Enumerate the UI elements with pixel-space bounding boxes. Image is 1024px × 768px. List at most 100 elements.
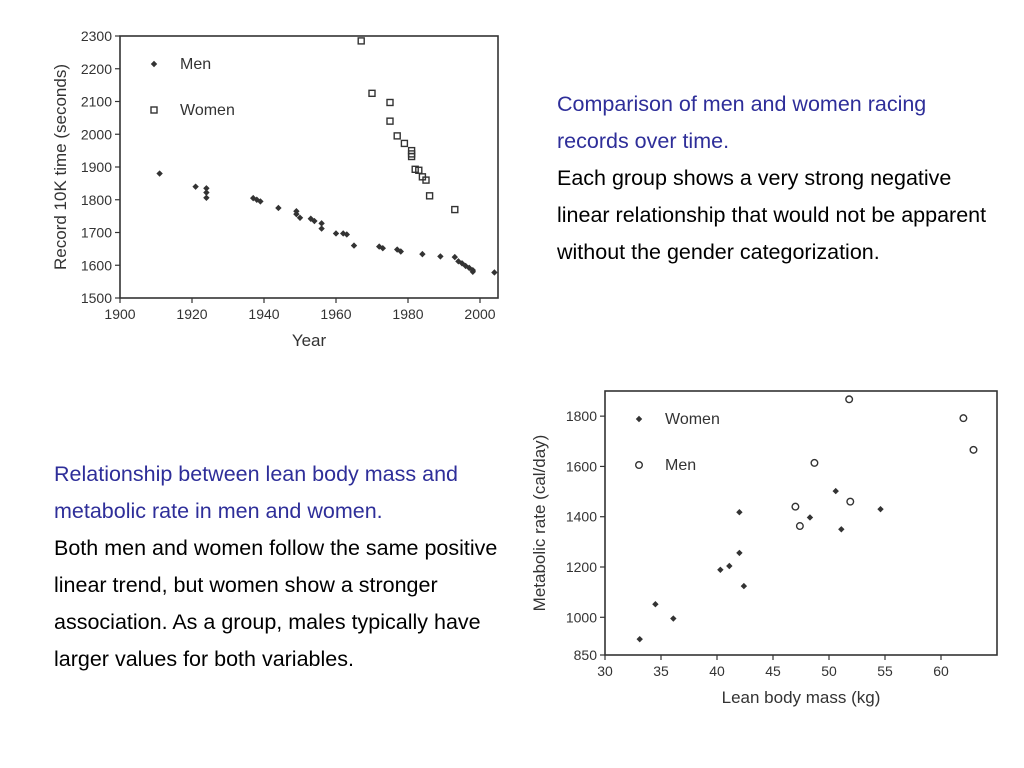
data-point [386, 117, 394, 125]
data-point [491, 269, 498, 276]
x-tick-label: 50 [821, 663, 837, 679]
data-point [846, 497, 855, 506]
data-point [422, 176, 430, 184]
y-tick-label: 2200 [81, 61, 112, 77]
x-tick-label: 35 [653, 663, 669, 679]
data-point [806, 514, 814, 521]
x-tick-label: 30 [597, 663, 613, 679]
data-point [397, 248, 404, 255]
legend-label: Men [180, 56, 211, 73]
data-point [791, 502, 800, 511]
data-point [717, 566, 724, 573]
data-point [293, 210, 300, 218]
series-men [156, 170, 498, 276]
data-point [156, 170, 163, 177]
x-axis-label: Lean body mass (kg) [722, 688, 881, 707]
data-point [636, 635, 643, 643]
data-point [455, 258, 462, 265]
data-point [451, 205, 459, 214]
data-point [357, 37, 365, 45]
x-axis-label: Year [292, 331, 327, 350]
data-point [670, 615, 677, 622]
data-point [379, 245, 386, 252]
data-point [318, 220, 325, 227]
y-tick-label: 1000 [566, 609, 597, 625]
legend-marker [635, 415, 643, 423]
y-tick-label: 1500 [81, 290, 112, 306]
racing-records-description: Each group shows a very strong negative … [557, 166, 987, 264]
data-point [368, 89, 376, 98]
y-tick-label: 2000 [81, 126, 112, 142]
x-tick-label: 1980 [392, 306, 423, 322]
metabolic-description: Both men and women follow the same posit… [54, 536, 498, 671]
x-tick-label: 55 [877, 663, 893, 679]
data-point [969, 445, 978, 454]
data-point [350, 242, 358, 249]
x-tick-label: 1940 [248, 306, 279, 322]
y-axis-label: Record 10K time (seconds) [51, 64, 70, 270]
data-point [877, 505, 884, 513]
y-axis-label: Metabolic rate (cal/day) [530, 435, 549, 612]
plot-frame [604, 390, 998, 656]
data-point [845, 395, 854, 404]
legend-label: Men [665, 457, 696, 474]
y-tick-label: 2300 [81, 28, 112, 44]
data-point [959, 414, 968, 423]
x-tick-label: 40 [709, 663, 725, 679]
legend-marker [150, 60, 158, 68]
data-point [296, 214, 304, 221]
data-point [419, 250, 426, 258]
legend-marker [150, 106, 158, 114]
data-point [311, 217, 318, 225]
y-tick-label: 1600 [566, 458, 597, 474]
x-tick-label: 1900 [104, 306, 135, 322]
data-point [400, 139, 409, 148]
y-tick-label: 850 [574, 647, 598, 663]
legend-marker [634, 460, 643, 469]
data-point [257, 198, 264, 205]
x-tick-label: 1960 [320, 306, 351, 322]
data-point [203, 185, 210, 192]
record-time-chart: 1900 1920 1940 1960 1980 2000 1500 1600 1700 1800… [51, 28, 499, 350]
data-point [407, 152, 416, 161]
y-tick-label: 2100 [81, 94, 112, 110]
data-point [451, 253, 458, 261]
data-point [810, 458, 819, 467]
series-men [791, 395, 978, 531]
data-point [736, 549, 743, 557]
y-tick-label: 1800 [566, 408, 597, 424]
data-point [740, 582, 748, 590]
x-tick-label: 60 [933, 663, 949, 679]
x-tick-label: 1920 [176, 306, 207, 322]
data-point [726, 562, 733, 570]
racing-records-heading: Comparison of men and women racing recor… [557, 92, 927, 153]
data-point [203, 194, 210, 201]
data-point [469, 268, 476, 275]
data-point [332, 230, 340, 237]
series-women [636, 487, 884, 643]
metabolic-heading: Relationship between lean body mass and … [54, 462, 458, 523]
data-point [275, 204, 282, 212]
data-point [832, 487, 839, 495]
data-point [318, 225, 325, 232]
data-point [437, 253, 444, 260]
y-tick-label: 1200 [566, 559, 597, 575]
y-tick-label: 1700 [81, 225, 112, 241]
legend-label: Women [665, 411, 720, 428]
y-tick-label: 1600 [81, 257, 112, 273]
x-tick-label: 2000 [464, 306, 495, 322]
data-point [838, 526, 845, 533]
racing-records-caption: Comparison of men and women racing recor… [557, 86, 997, 271]
x-tick-label: 45 [765, 663, 781, 679]
data-point [393, 132, 401, 140]
data-point [386, 98, 394, 107]
y-tick-label: 1400 [566, 509, 597, 525]
data-point [192, 183, 199, 190]
data-point [652, 601, 659, 608]
y-tick-label: 1900 [81, 159, 112, 175]
y-tick-label: 1800 [81, 192, 112, 208]
data-point [425, 192, 434, 200]
data-point [203, 189, 210, 196]
metabolic-caption: Relationship between lean body mass and … [54, 456, 514, 678]
legend-label: Women [180, 102, 235, 119]
